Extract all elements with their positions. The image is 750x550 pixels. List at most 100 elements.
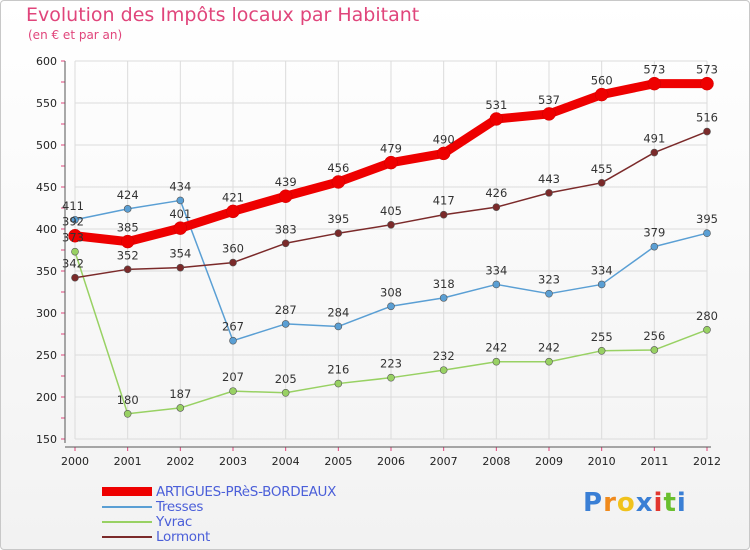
data-label: 216 [327, 363, 349, 377]
logo-letter: r [603, 488, 617, 518]
data-point [229, 336, 237, 345]
data-label: 417 [433, 194, 455, 208]
data-label: 205 [275, 372, 297, 386]
data-point [384, 155, 398, 170]
data-point [281, 388, 290, 397]
y-tick-label: 200 [36, 391, 57, 404]
data-label: 401 [169, 207, 191, 221]
data-label: 232 [433, 349, 455, 363]
data-label: 455 [591, 162, 613, 176]
data-label: 267 [222, 320, 244, 334]
data-point [71, 247, 79, 256]
data-label: 207 [222, 370, 244, 384]
legend-swatch [102, 505, 152, 508]
data-label: 354 [169, 247, 191, 261]
chart-title: Evolution des Impôts locaux par Habitant [26, 4, 420, 26]
data-point [703, 325, 711, 334]
data-point [597, 346, 606, 355]
data-point [334, 322, 343, 331]
data-point [281, 320, 290, 328]
data-label: 383 [275, 222, 297, 236]
legend-label: Yvrac [156, 513, 192, 530]
data-point [176, 263, 185, 272]
chart-subtitle: (en € et par an) [28, 28, 123, 42]
data-label: 334 [485, 263, 507, 277]
data-point [650, 346, 659, 354]
logo-letter: x [635, 488, 654, 518]
legend-swatch [102, 535, 152, 538]
data-label: 256 [643, 329, 665, 343]
data-point [173, 221, 188, 235]
y-tick-label: 350 [36, 265, 57, 278]
x-tick-label: 2007 [430, 455, 458, 468]
data-point [123, 409, 132, 418]
y-tick-label: 250 [36, 349, 57, 362]
data-label: 411 [62, 199, 84, 213]
data-point [594, 87, 609, 102]
data-label: 284 [327, 305, 349, 319]
y-tick-label: 300 [36, 307, 57, 320]
x-tick-label: 2009 [535, 455, 563, 468]
legend-label: Lormont [156, 528, 211, 545]
x-tick-label: 2003 [219, 455, 247, 468]
data-label: 287 [275, 303, 297, 317]
data-label: 421 [222, 190, 244, 204]
data-point [331, 175, 346, 189]
data-label: 392 [62, 215, 84, 229]
data-label: 334 [591, 263, 613, 277]
y-tick-label: 400 [36, 223, 57, 236]
y-tick-label: 600 [36, 55, 57, 68]
legend-label: Tresses [156, 498, 204, 515]
data-label: 360 [222, 242, 244, 256]
data-point [436, 146, 451, 161]
data-point [439, 210, 448, 219]
data-point [278, 189, 293, 203]
data-point [71, 215, 79, 224]
data-point [703, 127, 711, 136]
data-point [226, 204, 240, 219]
data-label: 323 [538, 273, 560, 287]
data-label: 280 [696, 309, 718, 323]
x-tick-label: 2006 [377, 455, 405, 468]
y-tick-label: 150 [36, 433, 57, 446]
x-tick-label: 2000 [61, 455, 89, 468]
data-label: 373 [62, 231, 84, 245]
data-label: 573 [696, 63, 718, 77]
x-tick-label: 2008 [482, 455, 510, 468]
data-point [597, 280, 606, 289]
x-tick-label: 2010 [588, 455, 616, 468]
data-label: 537 [538, 93, 560, 107]
data-point [545, 189, 553, 197]
proxiti-logo: Proxiti [583, 488, 687, 518]
data-label: 242 [538, 341, 560, 355]
data-point [703, 229, 711, 237]
legend-swatch [102, 487, 152, 496]
logo-letter: P [583, 488, 604, 518]
data-point [492, 280, 501, 289]
data-label: 531 [485, 98, 507, 112]
data-label: 491 [643, 132, 665, 146]
data-point [334, 229, 343, 237]
data-label: 308 [380, 285, 402, 299]
data-label: 573 [643, 63, 665, 77]
data-point [123, 205, 132, 213]
data-label: 342 [62, 257, 84, 271]
chart-legend: ARTIGUES-PRèS-BORDEAUX Tresses Yvrac Lormon… [102, 484, 336, 545]
data-point [176, 196, 185, 205]
legend-item: Lormont [102, 528, 336, 545]
data-point [650, 148, 659, 157]
data-label: 424 [117, 188, 139, 202]
data-point [492, 357, 501, 366]
data-label: 479 [380, 142, 402, 156]
data-label: 490 [433, 132, 455, 146]
y-tick-label: 500 [36, 139, 57, 152]
data-label: 187 [169, 387, 191, 401]
data-label: 405 [380, 204, 402, 218]
data-label: 560 [591, 74, 613, 88]
data-point [387, 302, 395, 311]
data-label: 223 [380, 357, 402, 371]
data-label: 318 [433, 277, 455, 291]
data-point [334, 379, 343, 388]
legend-item: ARTIGUES-PRèS-BORDEAUX [102, 484, 336, 500]
